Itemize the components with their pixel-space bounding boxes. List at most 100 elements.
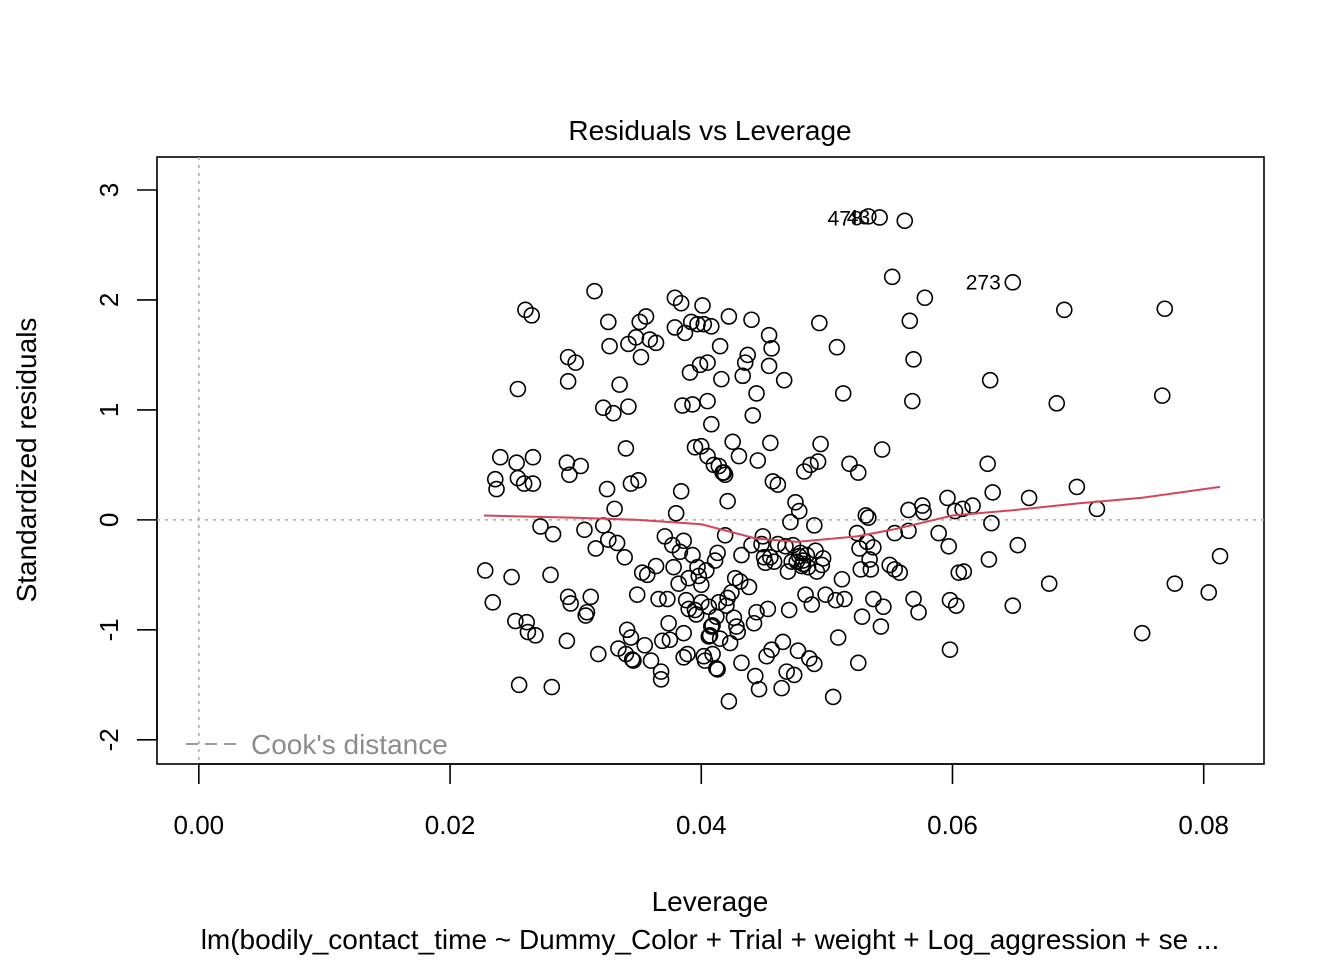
data-point: [873, 441, 891, 458]
data-point: [600, 531, 617, 548]
data-point: [670, 575, 687, 592]
data-point: [605, 404, 622, 422]
data-point: [745, 614, 763, 632]
data-point: [517, 301, 534, 319]
data-point: [941, 591, 959, 609]
data-point: [1068, 478, 1086, 496]
data-point: [734, 367, 752, 385]
data-point: [576, 521, 593, 539]
point-label: 273: [966, 271, 1001, 294]
data-point: [719, 492, 736, 510]
data-point: [849, 654, 867, 672]
data-point: [930, 524, 947, 542]
data-point: [562, 595, 579, 612]
data-point: [744, 407, 762, 424]
data-point: [675, 532, 692, 550]
data-point: [708, 660, 725, 677]
data-point: [947, 597, 965, 614]
data-point: [1004, 274, 1022, 291]
data-point: [622, 475, 640, 492]
data-point: [679, 645, 696, 663]
data-point: [769, 476, 787, 493]
data-point: [532, 518, 549, 535]
data-point: [642, 652, 660, 669]
data-point: [594, 399, 612, 417]
data-point: [901, 312, 919, 330]
data-point: [542, 566, 559, 584]
data-point: [782, 513, 799, 531]
data-point: [715, 464, 733, 481]
data-point: [941, 641, 959, 658]
data-point: [983, 514, 1000, 532]
data-point: [886, 561, 904, 578]
data-point: [667, 504, 685, 522]
data-point: [503, 568, 520, 586]
x-tick-label: 0.08: [1178, 810, 1229, 840]
legend-label: Cook's distance: [251, 729, 448, 760]
data-point: [940, 537, 958, 555]
y-tick-label: -2: [94, 728, 124, 751]
data-point: [703, 415, 720, 433]
data-point: [780, 601, 798, 619]
data-point: [1088, 500, 1106, 518]
data-point: [853, 608, 871, 625]
data-point: [620, 398, 637, 415]
y-axis-label: Standardized residuals: [11, 318, 42, 603]
point-label: 478: [828, 208, 863, 231]
data-point: [915, 503, 932, 521]
data-point: [1153, 387, 1171, 404]
data-point: [811, 314, 828, 332]
point-labels: 478 273 43: [828, 206, 1001, 294]
data-point: [647, 557, 665, 575]
data-point: [665, 558, 682, 576]
data-point: [699, 447, 716, 465]
data-point: [774, 633, 792, 651]
data-point: [711, 630, 729, 647]
data-point: [691, 356, 709, 374]
data-point: [812, 435, 829, 453]
data-point: [659, 590, 676, 608]
data-point: [582, 588, 600, 606]
data-point: [1040, 575, 1058, 592]
data-point: [827, 591, 844, 609]
data-point: [775, 371, 793, 389]
data-point: [794, 555, 812, 573]
data-point: [628, 586, 646, 603]
data-point: [606, 500, 623, 518]
data-point: [666, 289, 684, 307]
data-point: [637, 308, 655, 325]
x-tick-label: 0.00: [174, 810, 225, 840]
data-point: [623, 651, 641, 668]
data-point: [476, 562, 494, 579]
data-point: [616, 548, 633, 566]
data-point: [625, 652, 642, 669]
data-point: [578, 603, 596, 621]
data-point: [617, 440, 635, 457]
data-point: [865, 590, 882, 608]
data-point: [636, 636, 654, 654]
data-point: [748, 603, 765, 621]
data-point: [891, 564, 909, 581]
data-point: [1133, 624, 1151, 642]
data-point: [760, 357, 778, 375]
data-point: [914, 497, 931, 514]
y-tick-label: 3: [94, 183, 124, 197]
data-point: [724, 433, 741, 451]
data-point: [777, 537, 794, 555]
data-point: [689, 558, 706, 576]
data-point: [860, 509, 877, 526]
data-point: [518, 613, 535, 631]
data-point: [946, 502, 964, 520]
data-point: [558, 632, 576, 650]
data-point: [1055, 301, 1073, 319]
reference-lines: [157, 157, 1264, 764]
data-point: [852, 561, 870, 578]
data-point: [862, 561, 880, 578]
data-point: [981, 371, 999, 389]
data-point: [726, 569, 744, 587]
data-point: [954, 500, 971, 518]
data-point: [561, 466, 578, 484]
data-point: [916, 289, 934, 307]
data-point: [711, 337, 729, 355]
data-point: [632, 348, 650, 366]
